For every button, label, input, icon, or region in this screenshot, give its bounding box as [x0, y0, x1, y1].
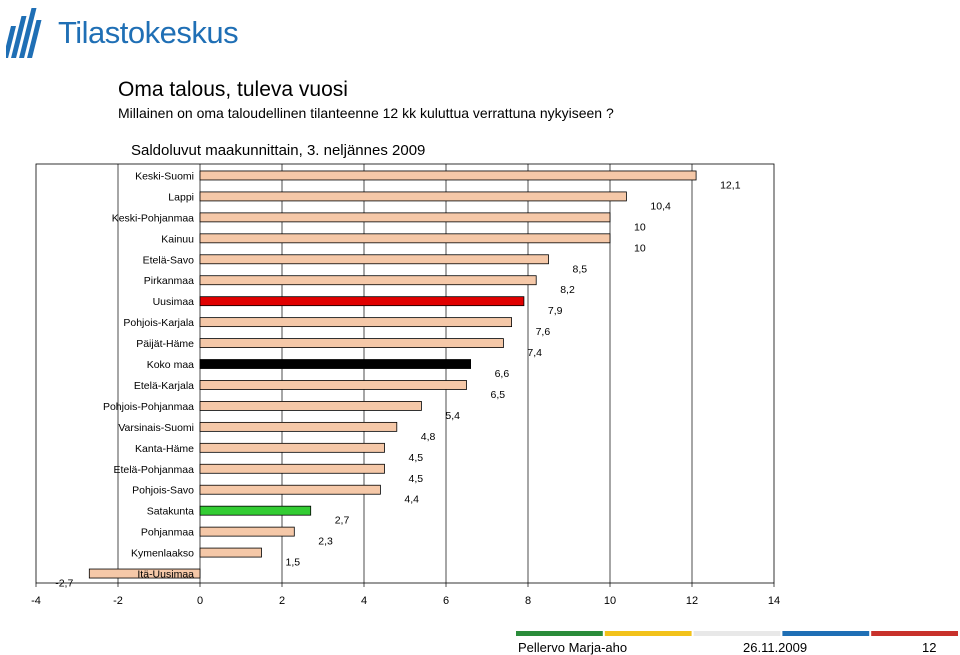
data-label: -2,7: [55, 578, 73, 590]
x-tick-label: 6: [443, 595, 449, 607]
logo-icon: [0, 8, 42, 58]
data-label: 7,4: [527, 347, 542, 359]
bar: [199, 505, 312, 516]
bar: [199, 275, 537, 286]
data-label: 5,4: [445, 410, 460, 422]
footer-stripe-segment: [871, 631, 958, 636]
bar: [199, 442, 385, 453]
category-label: Kymenlaakso: [131, 548, 194, 560]
footer-stripe-segment: [516, 631, 603, 636]
category-label: Koko maa: [147, 359, 194, 371]
bar: [199, 317, 513, 328]
data-label: 4,5: [409, 452, 424, 464]
bar: [199, 484, 381, 495]
bar: [199, 463, 385, 474]
footer-color-stripe: [516, 631, 958, 636]
data-label: 4,4: [404, 494, 419, 506]
x-tick-label: -4: [31, 595, 41, 607]
category-label: Päijät-Häme: [136, 338, 194, 350]
category-label: Etelä-Savo: [143, 254, 195, 266]
bar: [199, 191, 627, 202]
footer-stripe-segment: [782, 631, 870, 636]
data-label: 6,6: [495, 368, 510, 380]
category-label: Kanta-Häme: [135, 443, 194, 455]
x-tick-label: 12: [686, 595, 698, 607]
category-label: Pohjois-Pohjanmaa: [103, 401, 194, 413]
data-label: 7,9: [548, 305, 563, 317]
category-label: Lappi: [168, 191, 194, 203]
data-label: 2,7: [335, 515, 350, 527]
category-label: Uusimaa: [153, 296, 195, 308]
footer-stripe-segment: [604, 631, 692, 636]
bar: [199, 254, 549, 265]
x-tick-label: 0: [197, 595, 203, 607]
category-label: Pohjanmaa: [141, 527, 194, 539]
data-label: 1,5: [286, 557, 301, 569]
footer-page-number: 12: [922, 640, 937, 655]
category-label: Satakunta: [147, 506, 194, 518]
data-label: 6,5: [491, 389, 506, 401]
category-label: Varsinais-Suomi: [118, 422, 194, 434]
footer-author: Pellervo Marja-aho: [518, 640, 628, 655]
data-label: 4,8: [421, 431, 436, 443]
logo-text: Tilastokeskus: [58, 15, 239, 50]
data-label: 10,4: [650, 200, 671, 212]
page-title: Oma talous, tuleva vuosi: [118, 78, 348, 101]
plot-area: [35, 163, 775, 584]
bar: [199, 170, 697, 181]
footer-stripe-segment: [693, 631, 781, 636]
bar: [199, 526, 295, 537]
data-label: 8,5: [573, 263, 588, 275]
data-label: 7,6: [536, 326, 551, 338]
category-label: Etelä-Pohjanmaa: [113, 464, 194, 476]
category-label: Itä-Uusimaa: [137, 569, 194, 581]
x-tick-label: 8: [525, 595, 531, 607]
category-label: Pohjois-Karjala: [123, 317, 194, 329]
category-label: Keski-Pohjanmaa: [112, 212, 194, 224]
x-tick-label: 2: [279, 595, 285, 607]
category-label: Keski-Suomi: [135, 170, 194, 182]
x-tick-label: 4: [361, 595, 367, 607]
page-subtitle: Millainen on oma taloudellinen tilanteen…: [118, 105, 614, 121]
category-label: Pohjois-Savo: [132, 485, 194, 497]
bar: [199, 233, 611, 244]
x-tick-label: 14: [768, 595, 780, 607]
bar: [199, 380, 467, 390]
data-label: 10: [634, 221, 646, 233]
data-label: 4,5: [409, 473, 424, 485]
bar: [199, 547, 262, 558]
bar: [199, 359, 472, 369]
bar: [199, 296, 525, 307]
logo: Tilastokeskus: [0, 6, 256, 62]
chart-title: Saldoluvut maakunnittain, 3. neljännes 2…: [131, 142, 426, 159]
category-label: Kainuu: [161, 233, 194, 245]
category-label: Pirkanmaa: [144, 275, 194, 287]
data-label: 12,1: [720, 179, 741, 191]
bar: [199, 212, 611, 223]
footer-date: 26.11.2009: [743, 640, 808, 655]
data-label: 10: [634, 242, 646, 254]
bar: [199, 421, 398, 432]
bar: [199, 401, 422, 411]
x-tick-label: 10: [604, 595, 616, 607]
data-label: 8,2: [560, 284, 575, 296]
x-tick-label: -2: [113, 595, 123, 607]
bar: [88, 568, 201, 579]
bar: [199, 338, 504, 348]
category-label: Etelä-Karjala: [134, 380, 194, 392]
data-label: 2,3: [318, 536, 333, 548]
